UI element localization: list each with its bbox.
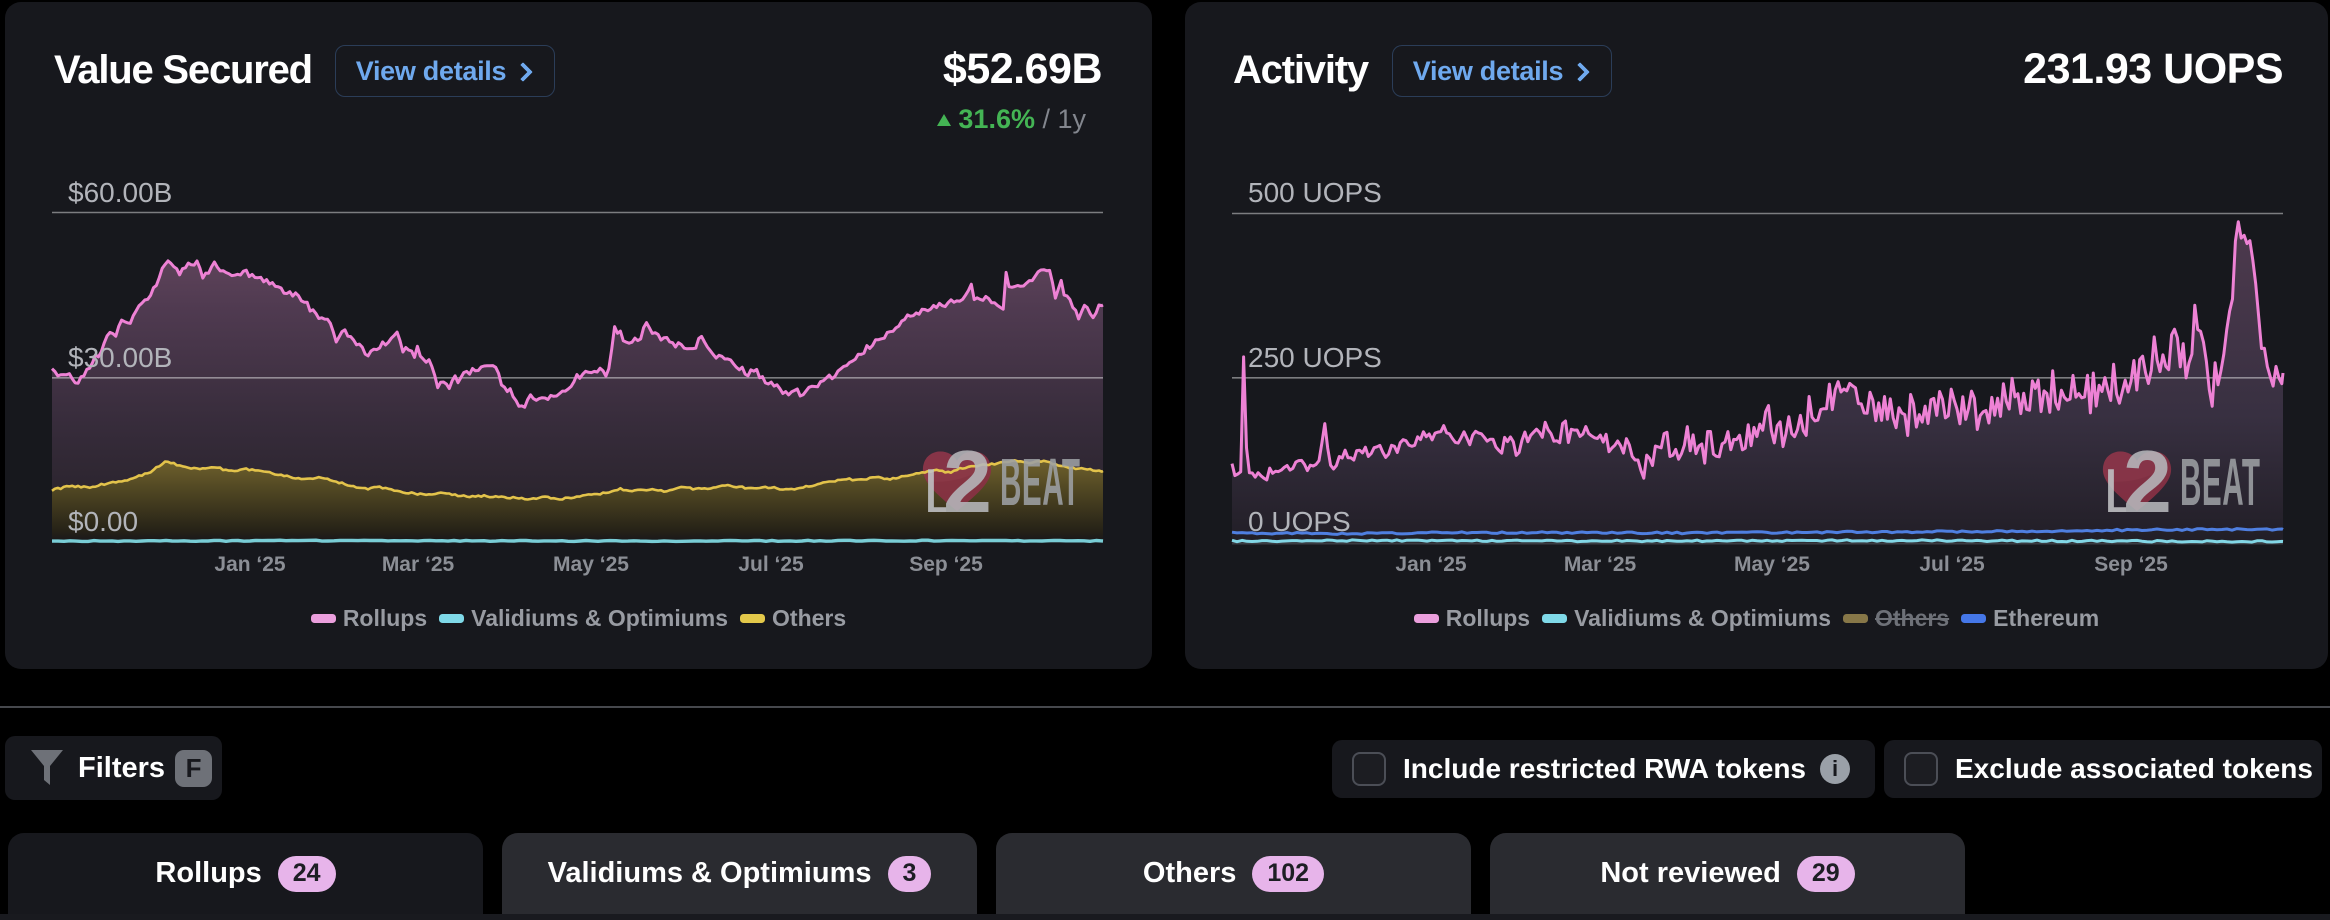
svg-text:BEAT: BEAT (2180, 444, 2261, 519)
svg-text:2: 2 (2123, 432, 2172, 531)
svg-text:BEAT: BEAT (1000, 444, 1081, 519)
svg-text:L: L (2103, 457, 2137, 526)
svg-text:L: L (923, 457, 957, 526)
svg-text:2: 2 (943, 432, 992, 531)
